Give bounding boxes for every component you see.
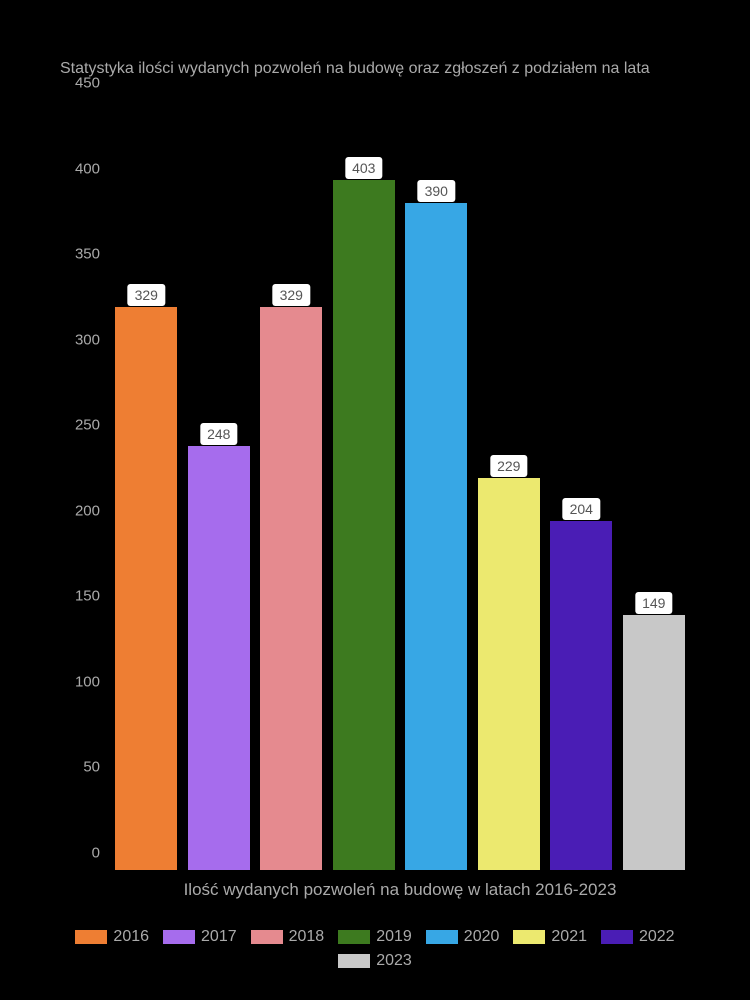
legend-swatch [513,930,545,944]
bar-value-label: 204 [563,498,600,520]
x-axis-label: Ilość wydanych pozwoleń na budowę w lata… [100,880,700,900]
y-tick: 300 [55,331,100,348]
legend-swatch [338,954,370,968]
bar-2017: 248 [188,446,250,870]
chart-title: Statystyka ilości wydanych pozwoleń na b… [60,60,650,78]
bar-2022: 204 [550,521,612,870]
legend-text: 2022 [639,928,675,946]
y-tick: 450 [55,75,100,92]
legend-text: 2019 [376,928,412,946]
legend-item-2021: 2021 [513,928,587,946]
y-tick: 400 [55,160,100,177]
y-tick: 100 [55,673,100,690]
legend-item-2017: 2017 [163,928,237,946]
y-tick: 150 [55,588,100,605]
y-axis: 050100150200250300350400450 [55,100,100,870]
bar-value-label: 229 [490,455,527,477]
legend-text: 2020 [464,928,500,946]
legend-text: 2017 [201,928,237,946]
legend-item-2016: 2016 [75,928,149,946]
legend-item-2018: 2018 [251,928,325,946]
legend-text: 2021 [551,928,587,946]
bar-value-label: 390 [418,180,455,202]
legend-text: 2023 [376,952,412,970]
legend-swatch [426,930,458,944]
bar-2023: 149 [623,615,685,870]
legend-swatch [251,930,283,944]
bar-2019: 403 [333,180,395,870]
bar-value-label: 329 [128,284,165,306]
y-tick: 250 [55,417,100,434]
legend-swatch [601,930,633,944]
legend-swatch [163,930,195,944]
bar-2018: 329 [260,307,322,870]
bar-2020: 390 [405,203,467,870]
bar-value-label: 149 [635,592,672,614]
legend-item-2023: 2023 [338,952,412,970]
bar-value-label: 248 [200,423,237,445]
legend-swatch [338,930,370,944]
legend-item-2020: 2020 [426,928,500,946]
y-tick: 50 [55,759,100,776]
bar-2021: 229 [478,478,540,870]
y-tick: 0 [55,845,100,862]
legend-item-2022: 2022 [601,928,675,946]
legend-swatch [75,930,107,944]
y-tick: 350 [55,246,100,263]
legend-item-2019: 2019 [338,928,412,946]
bars-container: 329248329403390229204149 [100,100,700,870]
bar-2016: 329 [115,307,177,870]
legend-text: 2016 [113,928,149,946]
legend-text: 2018 [289,928,325,946]
bar-value-label: 403 [345,157,382,179]
legend: 2016 2017 2018 2019 2020 2021 2022 2023 [0,928,750,970]
bar-value-label: 329 [273,284,310,306]
y-tick: 200 [55,502,100,519]
